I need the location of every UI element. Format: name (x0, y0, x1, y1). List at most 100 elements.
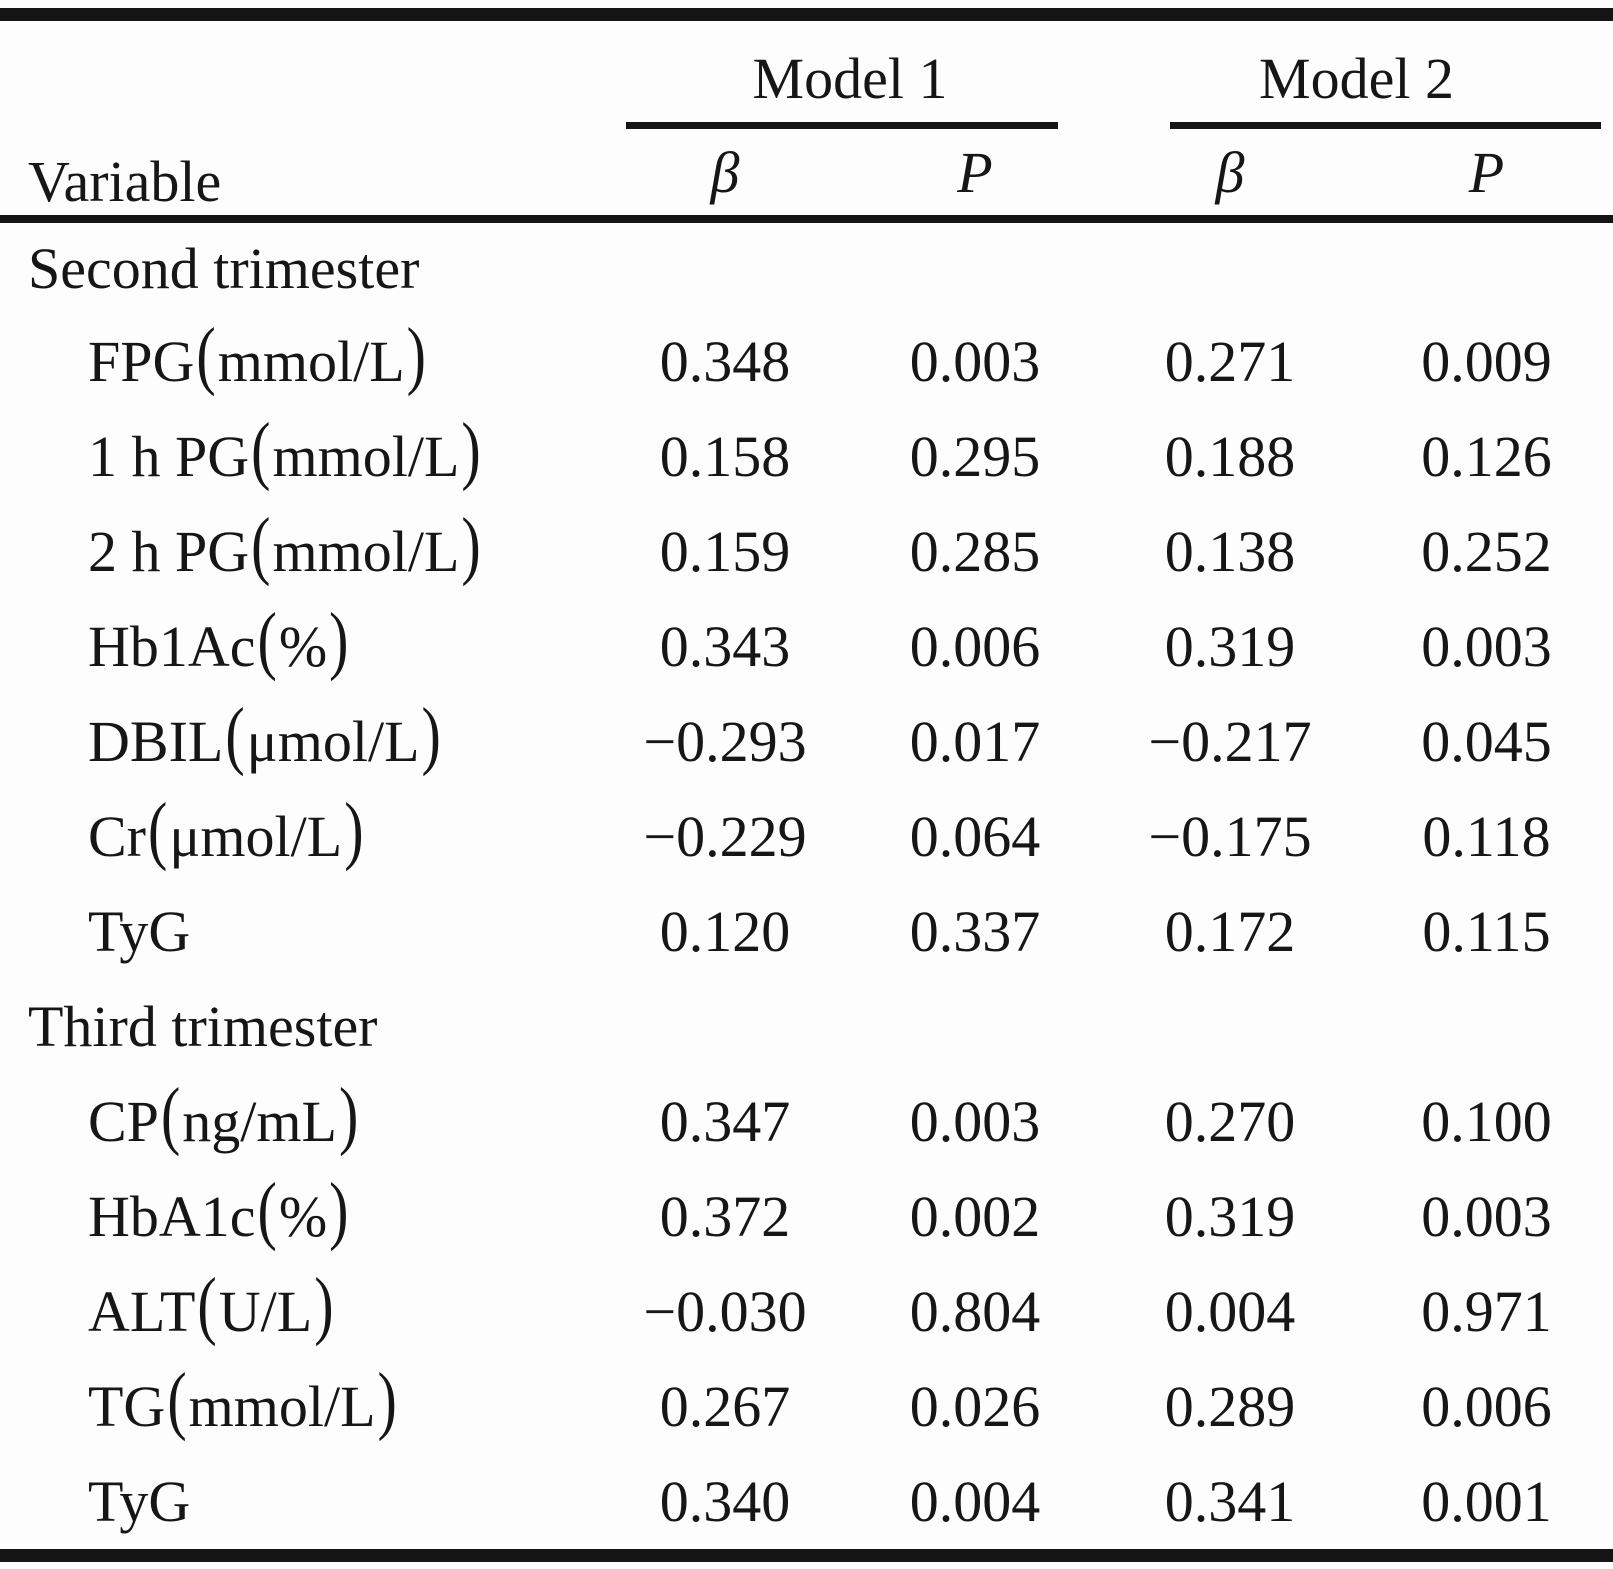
data-row: TyG 0.340 0.004 0.341 0.001 (0, 1454, 1613, 1549)
paren-glyph: ( (257, 596, 277, 682)
data-row: Hb1Ac(%) 0.343 0.006 0.319 0.003 (0, 596, 1613, 694)
model2-label: Model 2 (1259, 46, 1454, 111)
variable-label: TyG (88, 899, 191, 964)
model1-p-value: 0.003 (909, 1089, 1041, 1154)
model1-p-value: 0.285 (909, 519, 1041, 584)
model1-beta-value: 0.347 (659, 1089, 791, 1154)
paren-glyph: ) (338, 1071, 359, 1157)
paren-glyph: ( (251, 501, 271, 587)
paren-glyph: ) (421, 691, 441, 777)
model1-beta-value: −0.229 (643, 804, 807, 869)
model2-p-value: 0.118 (1422, 804, 1551, 869)
paren-glyph: ) (461, 501, 481, 587)
section-row: Third trimester (0, 979, 1613, 1074)
model2-beta-value: −0.175 (1148, 804, 1312, 869)
model1-beta-value: 0.120 (659, 899, 791, 964)
paren-glyph: ( (160, 1071, 181, 1157)
data-row: ALT(U/L) −0.030 0.804 0.004 0.971 (0, 1261, 1613, 1359)
model1-beta-value: 0.348 (659, 329, 791, 394)
data-row: 1 h PG(mmol/L) 0.158 0.295 0.188 0.126 (0, 406, 1613, 504)
paren-glyph: ( (251, 406, 271, 492)
model1-beta-value: 0.158 (659, 424, 791, 489)
subheader-row: β P β P (0, 129, 1613, 219)
paren-glyph: ( (225, 691, 245, 777)
paren-glyph: ) (377, 1356, 397, 1442)
section-label: Third trimester (28, 994, 378, 1059)
paren-glyph: ) (329, 1166, 349, 1252)
model2-p-value: 0.100 (1421, 1089, 1552, 1154)
data-row: DBIL(μmol/L) −0.293 0.017 −0.217 0.045 (0, 691, 1613, 789)
model2-p-value: 0.045 (1421, 709, 1552, 774)
model2-beta-value: 0.271 (1164, 329, 1296, 394)
paren-glyph: ) (344, 786, 364, 872)
model2-p-value: 0.003 (1421, 614, 1552, 679)
regression-results-table: Variable Model 1 Model 2 β P β P Second … (0, 21, 1613, 1549)
variable-label: HbA1c(%) (88, 1166, 349, 1252)
model2-p-value: 0.009 (1421, 329, 1552, 394)
model1-p-value: 0.004 (909, 1469, 1041, 1534)
model1-beta-value: 0.372 (659, 1184, 791, 1249)
paren-glyph: ) (314, 1261, 334, 1347)
paren-glyph: ( (196, 311, 216, 397)
paren-glyph: ( (257, 1166, 277, 1252)
model1-p-value: 0.002 (909, 1184, 1041, 1249)
data-row: CP(ng/mL) 0.347 0.003 0.270 0.100 (0, 1071, 1613, 1169)
model2-beta-header: β (1215, 139, 1245, 205)
model2-beta-value: 0.172 (1164, 899, 1296, 964)
model1-p-header: P (957, 139, 993, 205)
model1-beta-header: β (710, 139, 740, 205)
model1-p-value: 0.003 (909, 329, 1041, 394)
data-row: TG(mmol/L) 0.267 0.026 0.289 0.006 (0, 1356, 1613, 1454)
model2-beta-value: 0.004 (1164, 1279, 1296, 1344)
paren-glyph: ) (406, 311, 426, 397)
model1-group-header: Model 1 (600, 21, 1100, 129)
paren-glyph: ( (148, 786, 168, 872)
model2-p-value: 0.003 (1421, 1184, 1552, 1249)
variable-label: TG(mmol/L) (88, 1356, 397, 1442)
model1-label: Model 1 (752, 46, 948, 111)
data-row: HbA1c(%) 0.372 0.002 0.319 0.003 (0, 1166, 1613, 1264)
table-body: Second trimester FPG(mmol/L) 0.348 0.003 0.2… (0, 219, 1613, 1549)
table-bottom-rule (0, 1549, 1613, 1562)
data-row: TyG 0.120 0.337 0.172 0.115 (0, 884, 1613, 979)
model2-group-header: Model 2 (1100, 21, 1613, 129)
table-top-rule (0, 8, 1613, 21)
variable-label: 1 h PG(mmol/L) (88, 406, 481, 492)
model1-p-value: 0.804 (909, 1279, 1041, 1344)
model2-p-value: 0.971 (1421, 1279, 1552, 1344)
model1-beta-value: 0.340 (659, 1469, 791, 1534)
model1-beta-value: 0.343 (659, 614, 791, 679)
paren-glyph: ) (461, 406, 481, 492)
model1-beta-value: −0.030 (643, 1279, 807, 1344)
model2-spanner-rule (1170, 122, 1601, 129)
model2-beta-value: 0.289 (1164, 1374, 1296, 1439)
data-row: FPG(mmol/L) 0.348 0.003 0.271 0.009 (0, 311, 1613, 409)
variable-label: 2 h PG(mmol/L) (88, 501, 481, 587)
model2-p-value: 0.126 (1421, 424, 1552, 489)
model1-p-value: 0.337 (909, 899, 1041, 964)
variable-label: CP(ng/mL) (88, 1071, 359, 1157)
data-row: Cr(μmol/L) −0.229 0.064 −0.175 0.118 (0, 786, 1613, 884)
model2-p-value: 0.115 (1422, 899, 1551, 964)
model2-beta-value: 0.319 (1164, 614, 1296, 679)
variable-label: FPG(mmol/L) (88, 311, 426, 397)
model2-beta-value: 0.138 (1164, 519, 1296, 584)
table-header: Variable Model 1 Model 2 β P β P (0, 21, 1613, 219)
model1-p-value: 0.017 (909, 709, 1041, 774)
model2-beta-value: 0.341 (1164, 1469, 1296, 1534)
paren-glyph: ( (197, 1261, 217, 1347)
variable-label: ALT(U/L) (88, 1261, 334, 1347)
model1-beta-value: 0.159 (659, 519, 791, 584)
model2-beta-value: −0.217 (1148, 709, 1312, 774)
paren-glyph: ) (329, 596, 349, 682)
section-row: Second trimester (0, 219, 1613, 314)
model1-beta-value: −0.293 (643, 709, 807, 774)
model2-beta-value: 0.188 (1164, 424, 1296, 489)
model1-spanner-rule (626, 122, 1058, 129)
variable-label: DBIL(μmol/L) (88, 691, 441, 777)
variable-label: Hb1Ac(%) (88, 596, 349, 682)
group-header-row: Variable Model 1 Model 2 (0, 21, 1613, 214)
section-label: Second trimester (28, 236, 420, 301)
paren-glyph: ( (167, 1356, 187, 1442)
model2-beta-value: 0.270 (1164, 1089, 1296, 1154)
